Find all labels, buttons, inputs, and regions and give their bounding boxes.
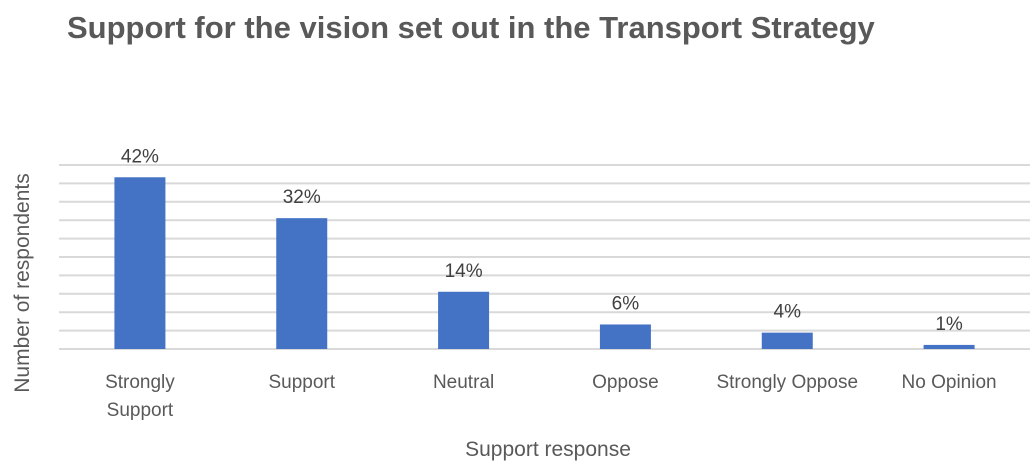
x-tick-label: Neutral	[433, 372, 494, 393]
x-axis-title: Support response	[465, 438, 631, 461]
x-tick-label: Strongly Support	[105, 372, 175, 421]
data-label: 4%	[774, 302, 802, 323]
x-tick-label: Support	[268, 372, 335, 393]
chart-title: Support for the vision set out in the Tr…	[67, 10, 876, 45]
bar	[761, 332, 813, 349]
x-tick-label: No Opinion	[902, 372, 997, 393]
bar	[438, 291, 490, 349]
data-labels: 42% 32% 14% 6% 4% 1%	[121, 146, 963, 335]
bar	[923, 344, 975, 349]
bar	[599, 324, 651, 349]
bar	[276, 218, 328, 349]
gridlines	[59, 164, 1030, 350]
y-axis-title: Number of respondents	[11, 173, 34, 392]
x-tick-label: Strongly Oppose	[716, 372, 858, 393]
bars	[114, 177, 975, 349]
data-label: 32%	[283, 187, 321, 208]
data-label: 1%	[935, 314, 963, 335]
data-label: 6%	[612, 293, 640, 314]
bar	[114, 177, 166, 349]
data-label: 14%	[445, 261, 483, 282]
x-axis-ticks: Strongly Support Support Neutral Oppose Stron…	[105, 372, 997, 421]
data-label: 42%	[121, 146, 159, 167]
x-tick-label: Oppose	[592, 372, 659, 393]
